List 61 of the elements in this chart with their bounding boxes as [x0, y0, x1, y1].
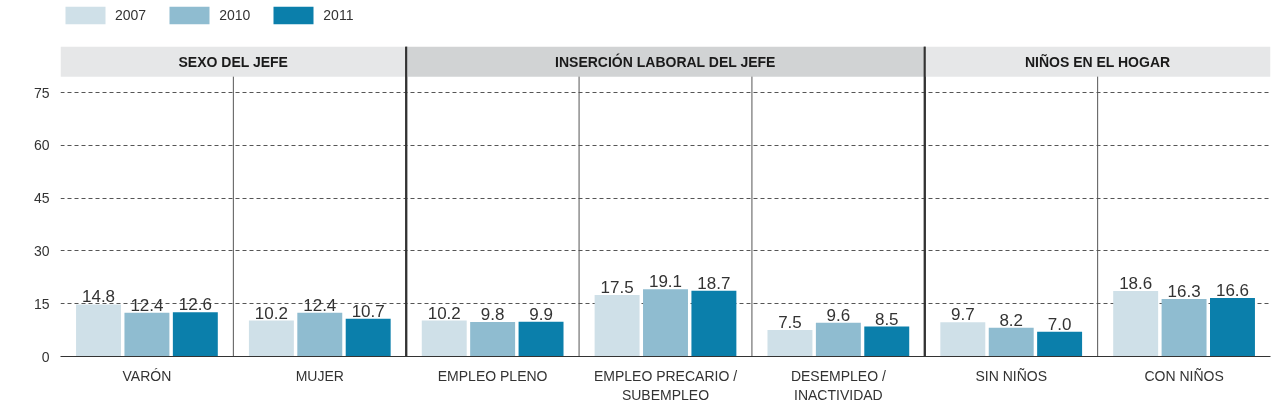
data-label: 9.7: [951, 305, 975, 325]
bar: [248, 320, 294, 357]
data-label: 14.8: [81, 287, 116, 307]
data-label: 10.7: [351, 301, 385, 321]
x-tick-label: MUJER: [295, 367, 344, 384]
bar: [518, 321, 564, 357]
band-label: NIÑOS EN EL HOGAR: [1024, 52, 1171, 70]
y-tick-label: 0: [41, 348, 50, 365]
data-label: 9.8: [480, 305, 505, 324]
data-label: 9.9: [529, 304, 553, 324]
data-label: 9.6: [826, 305, 851, 325]
data-label: 8.5: [874, 309, 899, 329]
bar: [988, 327, 1034, 357]
bar: [767, 330, 813, 357]
data-label: 16.6: [1215, 281, 1250, 301]
x-tick-label: EMPLEO PLENO: [437, 367, 548, 384]
y-tick-label: 15: [33, 295, 50, 312]
bar: [864, 326, 910, 357]
data-label: 18.7: [697, 273, 731, 293]
bar: [124, 312, 170, 357]
y-tick-label: 75: [33, 84, 50, 101]
y-tick-label: 45: [33, 190, 50, 207]
data-label: 19.1: [648, 272, 683, 292]
band-label: SEXO DEL JEFE: [178, 53, 288, 70]
data-label: 10.2: [427, 303, 461, 323]
bar: [1210, 298, 1255, 357]
bar: [691, 290, 737, 357]
bar: [172, 312, 218, 357]
data-label: 18.6: [1119, 274, 1153, 294]
x-tick-label: EMPLEO PRECARIO / SUBEMPLEO: [593, 367, 738, 403]
bar: [940, 322, 986, 357]
legend-label: 2011: [323, 7, 354, 23]
bar: [815, 322, 861, 357]
legend-label: 2007: [115, 7, 147, 23]
x-tick-label: CON NIÑOS: [1144, 367, 1224, 384]
legend-label: 2010: [219, 7, 251, 23]
data-label: 7.5: [778, 313, 802, 333]
data-label: 17.5: [600, 277, 634, 297]
bar: [345, 318, 391, 357]
bar: [470, 322, 516, 357]
data-label: 10.2: [254, 303, 288, 323]
bar: [1161, 299, 1207, 357]
bar: [297, 312, 343, 357]
data-label: 12.4: [130, 295, 164, 315]
y-tick-label: 60: [33, 137, 50, 154]
data-label: 7.0: [1047, 314, 1072, 334]
bar: [594, 294, 640, 357]
bar: [1113, 291, 1159, 357]
bar: [76, 304, 121, 357]
data-label: 16.3: [1167, 282, 1201, 302]
band-label: INSERCIÓN LABORAL DEL JEFE: [555, 52, 776, 70]
x-tick-label: DESEMPLEO / INACTIVIDAD: [790, 367, 886, 403]
x-tick-label: SIN NIÑOS: [975, 367, 1048, 384]
data-label: 12.4: [303, 295, 337, 315]
x-tick-label: VARÓN: [122, 367, 172, 384]
data-label: 8.2: [999, 310, 1024, 330]
y-tick-label: 30: [33, 242, 50, 259]
data-label: 12.6: [178, 295, 212, 315]
bar: [1037, 331, 1083, 357]
bar: [643, 289, 688, 357]
bar: [421, 320, 467, 357]
